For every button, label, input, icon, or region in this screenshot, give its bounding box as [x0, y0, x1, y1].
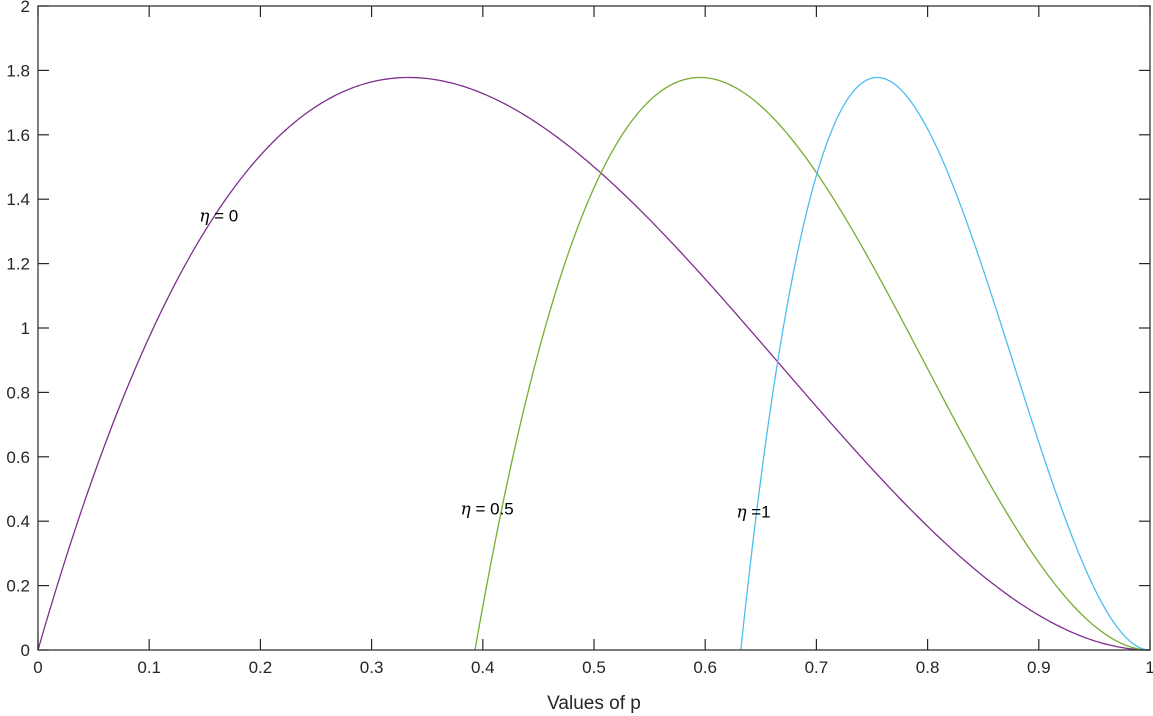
- x-tick-label: 0.6: [693, 658, 717, 677]
- x-tick-label: 0.2: [249, 658, 273, 677]
- curve-annotation: η = 0: [199, 206, 238, 226]
- x-tick-label: 1: [1145, 658, 1153, 677]
- y-tick-label: 0.8: [6, 383, 30, 402]
- curve-annotation: η = 0.5: [461, 499, 514, 519]
- y-tick-label: 1.8: [6, 61, 30, 80]
- y-tick-label: 0.6: [6, 448, 30, 467]
- y-tick-label: 0.4: [6, 512, 30, 531]
- axes-box: [37, 5, 1151, 651]
- axis-ticks: 0 0.1 0.2 0.3 0.4 0.5 0.6 0.7 0.8 0.9 1 0 0.2 0.4 0.6 0…: [6, 0, 1153, 677]
- y-tick-label: 0.2: [6, 577, 30, 596]
- series-line-0: [37, 76, 1151, 651]
- x-tick-label: 0.1: [137, 658, 161, 677]
- curves: [37, 76, 1151, 651]
- x-tick-label: 0.5: [582, 658, 606, 677]
- y-tick-label: 2: [21, 0, 30, 16]
- series-line-2: [740, 76, 1151, 651]
- y-tick-label: 1.4: [6, 190, 30, 209]
- x-tick-label: 0.3: [360, 658, 384, 677]
- series-line-1: [474, 76, 1151, 651]
- x-tick-label: 0.7: [805, 658, 829, 677]
- x-tick-label: 0.8: [916, 658, 940, 677]
- x-tick-label: 0.4: [471, 658, 495, 677]
- y-tick-label: 1.2: [6, 255, 30, 274]
- y-tick-label: 1.6: [6, 126, 30, 145]
- y-tick-label: 0: [21, 641, 30, 660]
- x-tick-label: 0: [33, 658, 42, 677]
- x-tick-label: 0.9: [1027, 658, 1051, 677]
- plot-area: [38, 6, 1150, 650]
- y-tick-label: 1: [21, 319, 30, 338]
- x-axis-title: Values of p: [547, 693, 641, 714]
- annotations: η = 0 η = 0.5 η =1: [199, 206, 770, 522]
- curve-annotation: η =1: [736, 503, 770, 523]
